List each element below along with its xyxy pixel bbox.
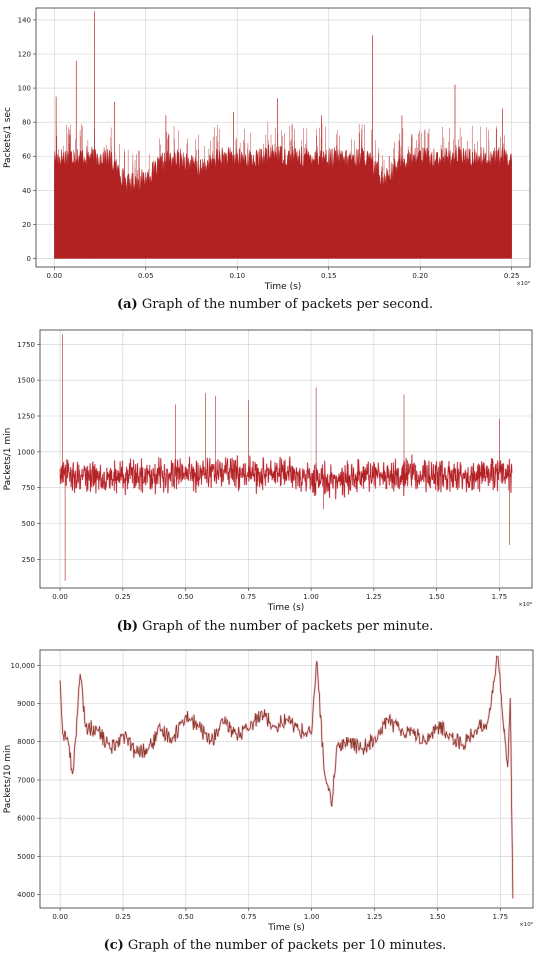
x-tick-label: 1.00	[304, 913, 320, 921]
y-tick-label: 6000	[17, 815, 35, 823]
x-tick-label: 1.75	[492, 593, 508, 601]
plot-area	[40, 650, 533, 908]
x-tick-label: 1.50	[430, 913, 446, 921]
y-axis-label: Packets/10 min	[3, 745, 13, 813]
caption-letter: (a)	[116, 297, 138, 312]
x-tick-label: 0.05	[138, 272, 154, 280]
y-tick-label: 100	[18, 85, 31, 93]
x-tick-label: 0.00	[52, 913, 68, 921]
data-series	[59, 654, 514, 899]
y-tick-label: 140	[18, 16, 31, 24]
x-axis-multiplier: ×10⁶	[516, 280, 531, 287]
y-tick-label: 1000	[17, 448, 35, 456]
y-tick-label: 40	[22, 187, 31, 195]
chart-packets-per-minute: 0.00 0.25 0.50 0.75 1.00 1.25 1.50 1.75 250 500 75…	[3, 329, 533, 613]
y-tick-label: 5000	[17, 853, 35, 861]
y-tick-label: 0	[27, 255, 31, 263]
caption-a: (a) Graph of the number of packets per s…	[0, 297, 550, 312]
y-tick-label: 20	[22, 221, 31, 229]
x-tick-label: 1.25	[367, 913, 383, 921]
chart-packets-per-second: 0.00 0.05 0.10 0.15 0.20 0.25 0 20 40 60 80 100 120 1…	[3, 7, 531, 292]
x-tick-label: 1.75	[493, 913, 509, 921]
data-series	[54, 11, 512, 259]
panel-b: 0.00 0.25 0.50 0.75 1.00 1.25 1.50 1.75 250 500 75…	[0, 322, 550, 642]
x-tick-label: 0.25	[115, 593, 131, 601]
x-tick-label: 1.00	[303, 593, 319, 601]
x-tick-label: 1.25	[366, 593, 382, 601]
caption-text: Graph of the number of packets per secon…	[137, 297, 434, 312]
y-tick-label: 60	[22, 153, 31, 161]
x-tick-label: 0.50	[178, 913, 194, 921]
x-tick-label: 0.75	[241, 593, 257, 601]
panel-c: 0.00 0.25 0.50 0.75 1.00 1.25 1.50 1.75 4000 5000…	[0, 642, 550, 960]
caption-c: (c) Graph of the number of packets per 1…	[0, 938, 550, 953]
y-tick-label: 7000	[17, 776, 35, 784]
x-tick-label: 0.75	[241, 913, 257, 921]
y-tick-label: 750	[22, 484, 35, 492]
y-axis-label: Packets/1 sec	[3, 107, 13, 168]
x-tick-label: 0.25	[504, 272, 520, 280]
y-tick-label: 500	[22, 520, 35, 528]
caption-text: Graph of the number of packets per 10 mi…	[123, 938, 447, 953]
x-tick-label: 0.00	[52, 593, 68, 601]
caption-text: Graph of the number of packets per minut…	[138, 619, 434, 634]
y-tick-label: 9000	[17, 700, 35, 708]
x-axis-label: Time (s)	[267, 923, 305, 933]
packet-line	[59, 454, 513, 500]
x-axis-multiplier: ×10⁶	[518, 601, 533, 608]
y-tick-label: 80	[22, 119, 31, 127]
chart-packets-per-10-minutes: 0.00 0.25 0.50 0.75 1.00 1.25 1.50 1.75 4000 5000…	[3, 649, 534, 933]
caption-b: (b) Graph of the number of packets per m…	[0, 619, 550, 634]
x-tick-label: 0.50	[178, 593, 194, 601]
x-tick-label: 0.00	[46, 272, 62, 280]
x-tick-label: 0.20	[412, 272, 428, 280]
packet-line	[59, 655, 514, 899]
y-tick-label: 1250	[17, 413, 35, 421]
plot-area	[40, 330, 532, 588]
x-axis-multiplier: ×10⁶	[519, 921, 534, 928]
panel-a: 0.00 0.05 0.10 0.15 0.20 0.25 0 20 40 60 80 100 120 1…	[0, 0, 550, 322]
caption-letter: (b)	[116, 619, 139, 634]
y-tick-label: 10,000	[11, 662, 36, 670]
plot-frame	[39, 329, 533, 589]
data-series	[59, 334, 513, 581]
plot-frame	[35, 7, 531, 268]
x-axis-label: Time (s)	[264, 282, 302, 292]
y-tick-label: 1500	[17, 377, 35, 385]
y-tick-label: 120	[18, 51, 31, 59]
y-tick-label: 1750	[17, 341, 35, 349]
y-tick-label: 8000	[17, 738, 35, 746]
plot-frame	[39, 649, 534, 909]
grid	[40, 650, 533, 908]
caption-letter: (c)	[103, 938, 124, 953]
y-axis-label: Packets/1 min	[3, 428, 13, 491]
y-tick-label: 4000	[17, 891, 35, 899]
x-tick-label: 1.50	[429, 593, 445, 601]
y-tick-label: 250	[22, 556, 35, 564]
x-tick-label: 0.15	[321, 272, 337, 280]
x-tick-label: 0.10	[229, 272, 245, 280]
x-axis-label: Time (s)	[267, 603, 305, 613]
x-tick-label: 0.25	[115, 913, 131, 921]
